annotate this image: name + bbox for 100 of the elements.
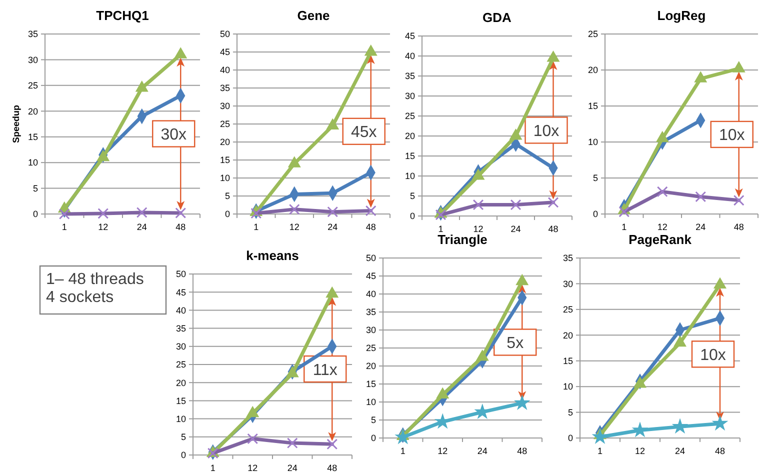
y-tick-label: 20	[176, 378, 186, 388]
chart-title: LogReg	[657, 8, 706, 23]
chart-title: TPCHQ1	[96, 8, 149, 23]
y-tick-label: 15	[562, 356, 573, 366]
y-tick-label: 10	[562, 382, 573, 392]
y-tick-label: 20	[562, 330, 573, 340]
y-tick-label: 25	[404, 111, 415, 122]
text: 4 sockets	[46, 289, 114, 306]
y-tick-label: 35	[28, 29, 38, 40]
annotation: 11x	[312, 362, 338, 379]
y-tick-label: 35	[220, 83, 230, 94]
y-tick-label: 15	[220, 155, 230, 166]
annotation: 10x	[718, 127, 745, 144]
x-tick-label: 12	[289, 222, 300, 232]
chart-title: k-means	[246, 248, 299, 263]
x-tick-label: 1	[400, 446, 406, 456]
y-tick-label: 10	[366, 397, 376, 408]
y-tick-label: 0	[370, 433, 376, 444]
y-tick-label: 5	[224, 191, 230, 202]
y-tick-label: 20	[220, 137, 230, 148]
y-tick-label: 45	[176, 287, 186, 298]
y-tick-label: 25	[562, 304, 573, 315]
y-tick-label: 35	[562, 253, 573, 264]
y-tick-label: 25	[366, 343, 376, 354]
x-tick-label: 24	[287, 463, 298, 473]
y-tick-label: 15	[28, 132, 38, 142]
y-tick-label: 5	[32, 183, 38, 194]
y-tick-label: 10	[404, 171, 415, 182]
annotation: 45x	[350, 124, 377, 142]
y-tick-label: 10	[220, 173, 230, 184]
annotation: 10x	[700, 346, 726, 364]
y-tick-label: 25	[220, 119, 230, 130]
y-tick-label: 30	[366, 325, 376, 336]
y-tick-label: 30	[220, 101, 230, 112]
y-tick-label: 15	[588, 101, 598, 112]
x-tick-label: 24	[510, 224, 521, 234]
y-tick-label: 40	[220, 65, 230, 76]
y-tick-label: 15	[176, 396, 186, 406]
y-tick-label: 35	[366, 307, 376, 318]
x-tick-label: 48	[734, 222, 744, 232]
y-tick-label: 0	[180, 450, 186, 460]
y-tick-label: 30	[28, 54, 38, 65]
y-tick-label: 35	[404, 71, 415, 82]
y-tick-label: 0	[568, 433, 573, 444]
y-tick-label: 10	[28, 158, 38, 168]
y-tick-label: 20	[404, 131, 415, 142]
y-tick-label: 25	[28, 80, 38, 91]
y-tick-label: 5	[410, 191, 415, 202]
x-tick-label: 1	[622, 222, 627, 232]
y-tick-label: 30	[562, 278, 573, 289]
annotation: 10x	[533, 122, 560, 140]
y-tick-label: 20	[28, 106, 38, 116]
x-tick-label: 12	[438, 446, 448, 456]
y-tick-label: 45	[404, 31, 415, 42]
y-tick-label: 15	[366, 379, 376, 390]
x-tick-label: 48	[714, 446, 726, 456]
x-tick-label: 24	[136, 222, 147, 232]
y-tick-label: 10	[588, 137, 598, 148]
y-tick-label: 0	[32, 209, 38, 220]
chart-title: GDA	[482, 10, 512, 25]
x-tick-label: 48	[548, 224, 558, 234]
y-tick-label: 45	[366, 271, 376, 282]
y-tick-label: 40	[176, 305, 186, 316]
x-tick-label: 48	[176, 222, 186, 232]
y-tick-label: 20	[588, 65, 598, 76]
x-tick-label: 12	[634, 446, 646, 456]
y-tick-label: 5	[592, 173, 598, 184]
x-tick-label: 1	[62, 222, 67, 232]
x-tick-label: 12	[657, 222, 668, 232]
y-tick-label: 0	[592, 209, 598, 220]
y-tick-label: 45	[220, 47, 230, 58]
annotation: 5x	[506, 335, 524, 352]
x-tick-label: 48	[517, 446, 528, 456]
y-tick-label: 0	[410, 211, 415, 222]
x-tick-label: 1	[254, 222, 259, 232]
x-tick-label: 48	[327, 463, 338, 473]
y-tick-label: 15	[404, 151, 415, 162]
y-tick-label: 20	[366, 361, 376, 372]
x-tick-label: 1	[438, 224, 444, 234]
y-tick-label: 0	[224, 209, 230, 220]
annotation: 30x	[160, 126, 187, 144]
x-tick-label: 24	[328, 222, 338, 232]
x-tick-label: 24	[674, 446, 686, 456]
y-tick-label: 50	[366, 253, 376, 264]
chart-title: Triangle	[438, 232, 488, 247]
x-tick-label: 1	[597, 446, 603, 456]
y-tick-label: 40	[366, 289, 376, 300]
x-tick-label: 24	[477, 446, 488, 456]
x-tick-label: 48	[366, 222, 376, 232]
y-tick-label: 25	[588, 29, 598, 40]
y-tick-label: 5	[180, 432, 186, 442]
x-tick-label: 12	[473, 224, 484, 234]
chart-title: Gene	[297, 8, 330, 23]
y-tick-label: 50	[220, 29, 230, 40]
y-tick-label: 5	[370, 415, 376, 426]
y-tick-label: 40	[404, 51, 415, 62]
y-tick-label: 5	[568, 407, 573, 418]
y-tick-label: 35	[176, 323, 186, 334]
y-tick-label: 30	[404, 91, 415, 102]
x-tick-label: 12	[98, 222, 108, 232]
